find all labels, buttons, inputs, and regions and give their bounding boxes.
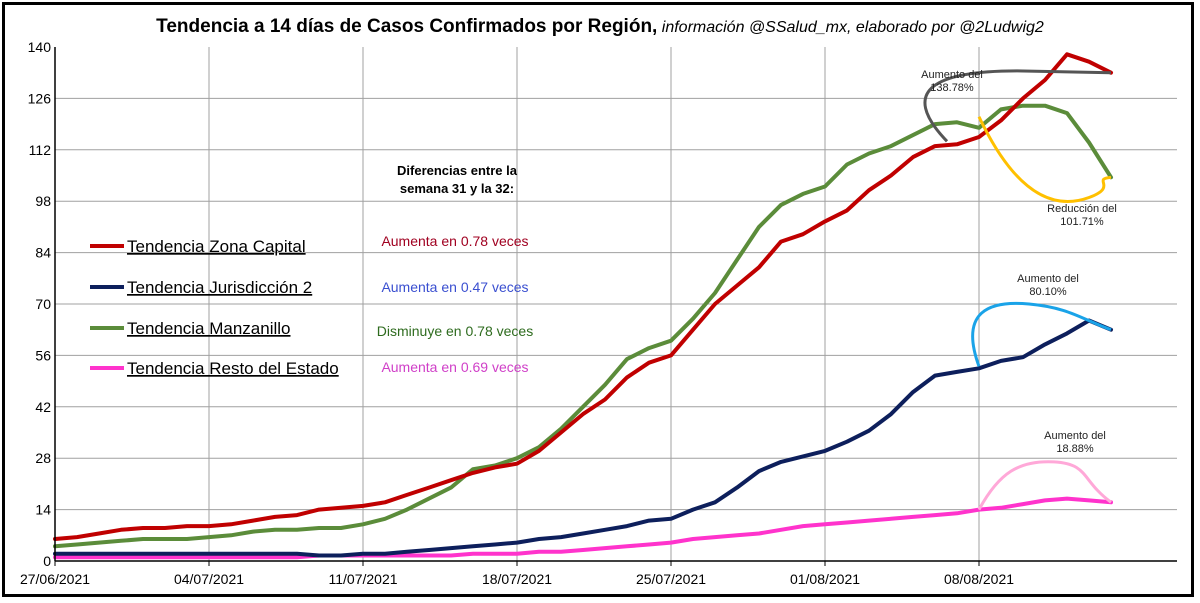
y-tick-label: 14 bbox=[35, 502, 51, 518]
y-tick-label: 84 bbox=[35, 245, 51, 261]
difference-note-jurisdiccion-2: Aumenta en 0.47 veces bbox=[381, 279, 528, 295]
axis-layer: 0 14 28 42 56 70 84 98 112 126 140 27/06/2021 04/07/… bbox=[20, 39, 1177, 587]
chart-title-main: Tendencia a 14 días de Casos Confirmados… bbox=[156, 16, 658, 37]
difference-note-manzanillo: Disminuye en 0.78 veces bbox=[377, 323, 533, 339]
differences-subtitle: semana 31 y la 32: bbox=[400, 181, 514, 196]
legend-label-manzanillo: Tendencia Manzanillo bbox=[127, 319, 291, 338]
chart-title-credit: información @SSalud_mx, elaborado por @2… bbox=[657, 19, 1044, 36]
annotation-label-capital: Aumento del bbox=[921, 69, 983, 81]
annotation-label-manzanillo: Reducción del bbox=[1047, 203, 1117, 215]
annotation-value-manzanillo: 101.71% bbox=[1060, 216, 1104, 228]
chart-title: Tendencia a 14 días de Casos Confirmados… bbox=[0, 16, 1200, 38]
y-tick-label: 28 bbox=[35, 450, 51, 466]
series-line-manzanillo bbox=[53, 103, 1113, 549]
differences-panel: Diferencias entre la semana 31 y la 32: Au… bbox=[377, 163, 533, 375]
series-line-resto-del-estado bbox=[53, 496, 1113, 560]
annotation-label-resto: Aumento del bbox=[1044, 430, 1106, 442]
difference-note-zona-capital: Aumenta en 0.78 veces bbox=[381, 233, 528, 249]
annotation-arc-capital bbox=[923, 69, 1112, 143]
y-tick-label: 42 bbox=[35, 399, 51, 415]
x-tick-label: 18/07/2021 bbox=[482, 571, 552, 587]
annotation-value-capital: 138.78% bbox=[930, 82, 974, 94]
differences-title: Diferencias entre la bbox=[397, 163, 518, 178]
annotation-label-jurisdiccion-2: Aumento del bbox=[1017, 273, 1079, 285]
y-tick-label: 126 bbox=[28, 90, 52, 106]
y-tick-label: 98 bbox=[35, 193, 51, 209]
legend: Tendencia Zona Capital Tendencia Jurisdic… bbox=[90, 237, 339, 378]
y-tick-label: 112 bbox=[29, 142, 52, 158]
legend-label-jurisdiccion-2: Tendencia Jurisdicción 2 bbox=[127, 278, 312, 297]
legend-label-resto-del-estado: Tendencia Resto del Estado bbox=[127, 359, 339, 378]
x-tick-label: 27/06/2021 bbox=[20, 571, 90, 587]
x-tick-label: 08/08/2021 bbox=[944, 571, 1014, 587]
annotation-arc-jurisdiccion-2 bbox=[971, 301, 1112, 367]
x-tick-label: 25/07/2021 bbox=[636, 571, 706, 587]
y-tick-label: 56 bbox=[35, 347, 51, 363]
series-line-zona-capital bbox=[53, 52, 1113, 541]
annotation-value-jurisdiccion-2: 80.10% bbox=[1029, 286, 1067, 298]
legend-label-zona-capital: Tendencia Zona Capital bbox=[127, 237, 306, 256]
annotation-value-resto: 18.88% bbox=[1056, 443, 1094, 455]
y-tick-label: 70 bbox=[35, 296, 51, 312]
annotation-arc-manzanillo bbox=[977, 116, 1112, 203]
x-tick-label: 11/07/2021 bbox=[328, 571, 397, 587]
y-tick-label: 140 bbox=[28, 39, 52, 55]
difference-note-resto-del-estado: Aumenta en 0.69 veces bbox=[381, 359, 528, 375]
x-tick-label: 04/07/2021 bbox=[174, 571, 244, 587]
series-layer bbox=[53, 52, 1113, 560]
annotation-arc-resto bbox=[977, 460, 1112, 511]
series-line-jurisdiccion-2 bbox=[53, 318, 1113, 558]
y-tick-label: 0 bbox=[43, 553, 51, 569]
x-tick-label: 01/08/2021 bbox=[790, 571, 860, 587]
